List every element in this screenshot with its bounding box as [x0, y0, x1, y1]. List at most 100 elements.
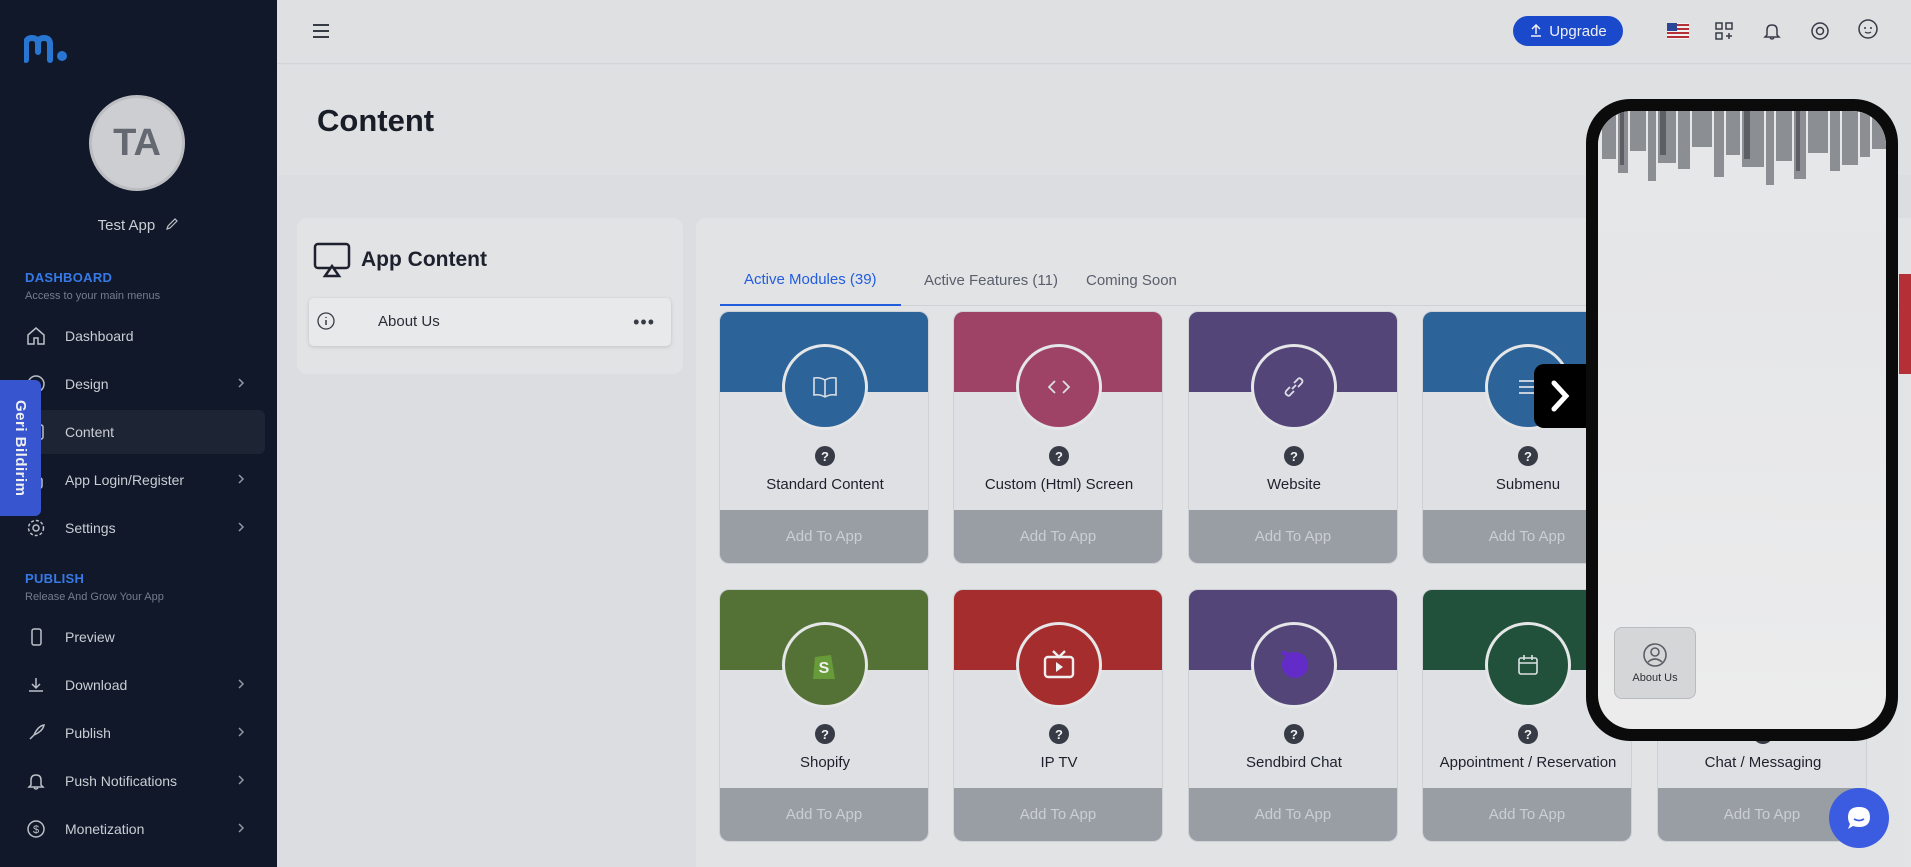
upload-icon	[1531, 24, 1542, 37]
shopify-icon: S	[782, 622, 868, 708]
app-content-panel: App Content About Us •••	[297, 218, 683, 374]
chevron-right-icon	[237, 472, 245, 488]
sidebar-item-settings[interactable]: Settings	[12, 506, 265, 550]
feedback-tab[interactable]: Geri Bildirim	[0, 380, 41, 516]
sidebar-item-app-login-register[interactable]: App Login/Register	[12, 458, 265, 502]
add-to-app-button[interactable]: Add To App	[954, 788, 1162, 841]
module-name: Sendbird Chat	[1246, 754, 1342, 771]
app-content-header: App Content	[313, 242, 487, 278]
sidebar-item-content[interactable]: Content	[12, 410, 265, 454]
tab-active-features[interactable]: Active Features (11)	[924, 271, 1058, 289]
chevron-right-icon	[237, 821, 245, 837]
code-icon	[1016, 344, 1102, 430]
upgrade-label: Upgrade	[1549, 22, 1607, 40]
module-card-website[interactable]: ? Website Add To App	[1188, 311, 1398, 564]
sidebar-item-monetization[interactable]: $ Monetization	[12, 807, 265, 851]
user-profile-icon[interactable]	[1856, 17, 1880, 41]
user-circle-icon	[1643, 643, 1667, 667]
chevron-right-icon	[237, 725, 245, 741]
chat-support-button[interactable]	[1829, 788, 1889, 848]
module-card-standard-content[interactable]: ? Standard Content Add To App	[719, 311, 929, 564]
module-card-ip-tv[interactable]: ? IP TV Add To App	[953, 589, 1163, 842]
info-icon	[316, 311, 336, 336]
tab-active-modules[interactable]: Active Modules (39)	[720, 254, 901, 306]
chevron-right-icon	[237, 376, 245, 392]
feedback-label: Geri Bildirim	[12, 399, 29, 497]
app-logo[interactable]	[23, 34, 70, 69]
sidebar-item-label: Preview	[65, 629, 115, 645]
module-card-shopify[interactable]: S ? Shopify Add To App	[719, 589, 929, 842]
sidebar-item-preview[interactable]: Preview	[12, 615, 265, 659]
about-us-tile[interactable]: About Us	[1614, 627, 1696, 699]
publish-section-title: PUBLISH	[25, 571, 85, 586]
add-to-app-button[interactable]: Add To App	[720, 788, 928, 841]
list-item-label: About Us	[378, 313, 440, 330]
tab-bar: Active Modules (39) Active Features (11)…	[720, 254, 1911, 306]
city-skyline-image	[1598, 111, 1886, 231]
edit-icon[interactable]	[165, 217, 179, 235]
add-to-app-button[interactable]: Add To App	[1423, 788, 1631, 841]
sendbird-icon	[1251, 622, 1337, 708]
tab-coming-soon[interactable]: Coming Soon	[1086, 271, 1177, 289]
module-card-submenu[interactable]: ? Submenu Add To App	[1422, 311, 1632, 564]
sidebar-item-push-notifications[interactable]: Push Notifications	[12, 759, 265, 803]
phone-preview: About Us	[1586, 99, 1898, 741]
sidebar-item-label: Design	[65, 376, 109, 392]
add-to-app-button[interactable]: Add To App	[1658, 788, 1866, 841]
bell-icon[interactable]	[1760, 19, 1784, 43]
chevron-right-icon	[237, 773, 245, 789]
calendar-icon	[1485, 622, 1571, 708]
dashboard-section-title: DASHBOARD	[25, 270, 113, 285]
sidebar-item-label: Download	[65, 677, 128, 693]
help-icon[interactable]: ?	[1518, 724, 1538, 744]
app-name[interactable]: Test App	[0, 217, 277, 235]
upgrade-button[interactable]: Upgrade	[1513, 16, 1623, 46]
module-name: Shopify	[799, 754, 851, 771]
add-to-app-button[interactable]: Add To App	[720, 510, 928, 563]
help-icon[interactable]: ?	[815, 446, 835, 466]
avatar[interactable]: TA	[89, 95, 185, 191]
sidebar-item-download[interactable]: Download	[12, 663, 265, 707]
apps-icon[interactable]	[1712, 19, 1736, 43]
chat-bubble-icon	[1848, 807, 1870, 829]
module-name: Submenu	[1495, 476, 1561, 493]
bell-icon	[25, 770, 47, 792]
help-icon[interactable]: ?	[1049, 446, 1069, 466]
module-card-custom-html-screen[interactable]: ? Custom (Html) Screen Add To App	[953, 311, 1163, 564]
help-icon[interactable]: ?	[1284, 724, 1304, 744]
module-name: Custom (Html) Screen	[984, 476, 1134, 493]
help-icon[interactable]: ?	[1518, 446, 1538, 466]
menu-icon[interactable]	[311, 22, 331, 45]
app-name-label: Test App	[97, 217, 156, 234]
add-to-app-button[interactable]: Add To App	[1189, 788, 1397, 841]
side-edge-strip	[1899, 274, 1911, 374]
gear-icon	[25, 517, 47, 539]
help-lifebuoy-icon[interactable]	[1808, 19, 1832, 43]
page-title: Content	[317, 103, 435, 138]
list-item[interactable]: About Us •••	[309, 298, 671, 346]
add-to-app-button[interactable]: Add To App	[1189, 510, 1397, 563]
collapse-preview-button[interactable]	[1534, 364, 1586, 428]
help-icon[interactable]: ?	[1049, 724, 1069, 744]
airplay-icon	[313, 242, 351, 278]
phone-screen: About Us	[1598, 111, 1886, 729]
module-card-sendbird-chat[interactable]: ? Sendbird Chat Add To App	[1188, 589, 1398, 842]
tv-icon	[1016, 622, 1102, 708]
module-name: Standard Content	[766, 476, 884, 493]
us-flag-icon[interactable]	[1666, 19, 1690, 43]
chevron-right-icon	[237, 520, 245, 536]
module-name: Appointment / Reservation	[1439, 754, 1617, 771]
svg-text:$: $	[33, 824, 39, 836]
sidebar-item-dashboard[interactable]: Dashboard	[12, 314, 265, 358]
book-icon	[782, 344, 868, 430]
sidebar-item-publish[interactable]: Publish	[12, 711, 265, 755]
add-to-app-button[interactable]: Add To App	[954, 510, 1162, 563]
tile-label: About Us	[1632, 672, 1678, 684]
help-icon[interactable]: ?	[815, 724, 835, 744]
help-icon[interactable]: ?	[1284, 446, 1304, 466]
svg-text:S: S	[819, 660, 830, 677]
sidebar-item-label: Push Notifications	[65, 773, 178, 789]
sidebar-item-design[interactable]: Design	[12, 362, 265, 406]
home-icon	[25, 325, 47, 347]
more-options-icon[interactable]: •••	[633, 312, 655, 332]
